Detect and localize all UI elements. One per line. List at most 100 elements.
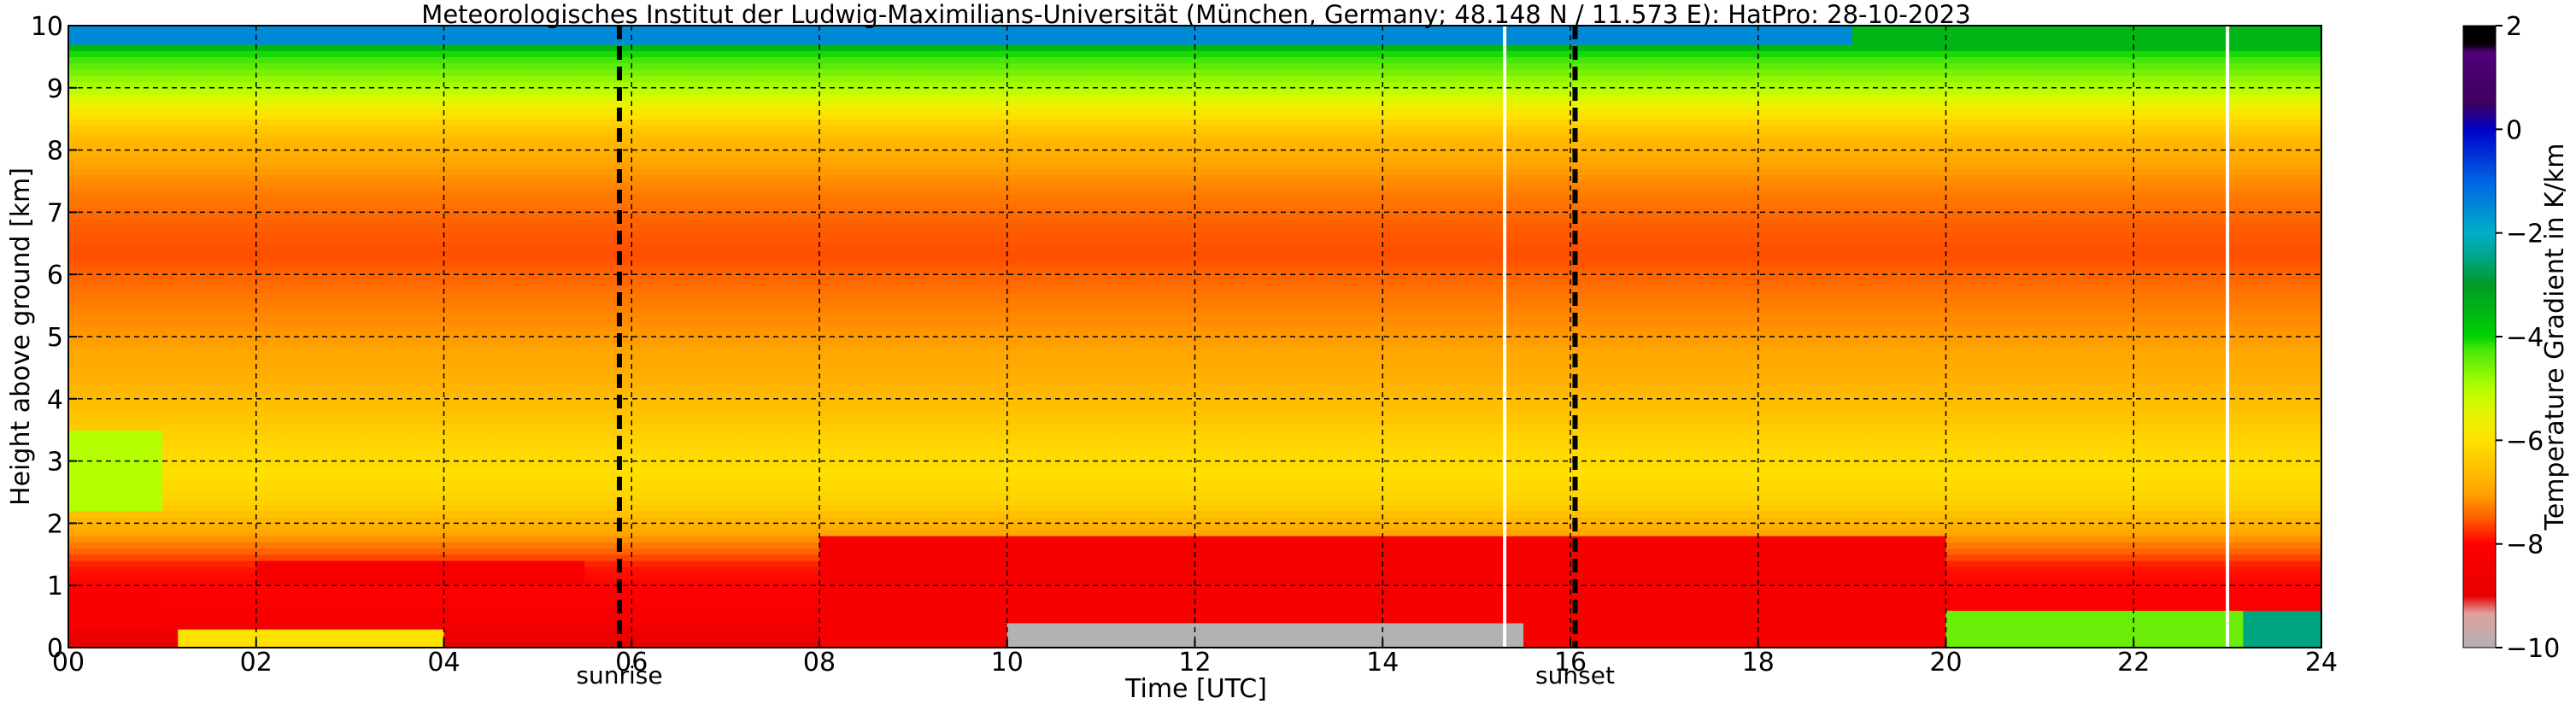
heatmap-cell xyxy=(803,286,820,294)
heatmap-cell xyxy=(412,299,429,307)
heatmap-cell xyxy=(287,50,304,57)
heatmap-cell xyxy=(428,119,445,126)
heatmap-cell xyxy=(84,94,101,101)
heatmap-cell xyxy=(584,138,601,144)
heatmap-cell xyxy=(319,405,335,412)
heatmap-cell xyxy=(584,373,601,381)
heatmap-cell xyxy=(709,423,726,431)
heatmap-cell xyxy=(99,106,116,114)
heatmap-cell xyxy=(381,461,398,468)
heatmap-cell xyxy=(569,286,585,294)
heatmap-cell xyxy=(428,405,445,412)
heatmap-cell xyxy=(678,442,695,449)
heatmap-cell xyxy=(334,293,351,300)
heatmap-cell xyxy=(788,100,805,108)
heatmap-cell xyxy=(725,635,742,642)
heatmap-cell xyxy=(725,572,742,580)
heatmap-cell xyxy=(835,62,852,70)
heatmap-cell xyxy=(553,566,570,574)
heatmap-cell xyxy=(756,174,773,182)
heatmap-cell xyxy=(178,578,195,586)
heatmap-cell xyxy=(349,442,367,449)
heatmap-cell xyxy=(459,498,476,506)
heatmap-cell xyxy=(662,466,679,474)
heatmap-cell xyxy=(68,337,85,343)
heatmap-cell xyxy=(193,286,210,294)
heatmap-cell xyxy=(99,616,116,624)
heatmap-cell xyxy=(68,585,85,593)
heatmap-cell xyxy=(84,274,101,282)
heatmap-cell xyxy=(412,629,429,637)
heatmap-cell xyxy=(365,224,382,232)
heatmap-cell xyxy=(178,361,195,368)
heatmap-cell xyxy=(428,193,445,201)
heatmap-cell xyxy=(208,106,226,114)
heatmap-cell xyxy=(584,479,601,487)
heatmap-cell xyxy=(569,249,585,256)
heatmap-cell xyxy=(459,168,476,176)
heatmap-cell xyxy=(678,479,695,487)
heatmap-cell xyxy=(443,218,461,226)
heatmap-cell xyxy=(99,641,116,648)
heatmap-cell xyxy=(615,293,632,300)
heatmap-cell xyxy=(788,267,805,275)
heatmap-cell xyxy=(114,373,132,381)
heatmap-cell xyxy=(287,249,304,256)
heatmap-cell xyxy=(208,379,226,387)
heatmap-cell xyxy=(647,231,664,238)
heatmap-cell xyxy=(161,616,179,624)
heatmap-cell xyxy=(788,597,805,605)
heatmap-cell xyxy=(178,566,195,574)
heatmap-cell xyxy=(319,199,335,207)
heatmap-cell xyxy=(553,280,570,288)
heatmap-cell xyxy=(600,112,617,120)
heatmap-cell xyxy=(537,542,555,549)
heatmap-cell xyxy=(396,548,414,555)
heatmap-cell xyxy=(319,479,335,487)
heatmap-cell xyxy=(647,261,664,269)
heatmap-cell xyxy=(396,94,414,101)
heatmap-cell xyxy=(349,616,367,624)
heatmap-cell xyxy=(287,548,304,555)
heatmap-cell xyxy=(756,162,773,170)
heatmap-cell xyxy=(756,280,773,288)
heatmap-cell xyxy=(208,62,226,70)
heatmap-cell xyxy=(475,155,492,163)
heatmap-cell xyxy=(208,44,226,51)
heatmap-cell xyxy=(146,485,163,493)
heatmap-cell xyxy=(569,461,585,468)
heatmap-cell xyxy=(522,81,538,89)
heatmap-cell xyxy=(662,578,679,586)
heatmap-cell xyxy=(131,231,148,238)
heatmap-cell xyxy=(146,578,163,586)
heatmap-cell xyxy=(349,81,367,89)
heatmap-cell xyxy=(131,442,148,449)
heatmap-cell xyxy=(349,311,367,319)
heatmap-cell xyxy=(537,355,555,362)
heatmap-cell xyxy=(161,150,179,157)
heatmap-cell xyxy=(803,542,820,549)
heatmap-cell xyxy=(459,343,476,350)
heatmap-cell xyxy=(459,330,476,337)
heatmap-cell xyxy=(490,62,508,70)
heatmap-cell xyxy=(553,68,570,76)
heatmap-cell xyxy=(302,299,320,307)
heatmap-cell xyxy=(334,237,351,244)
heatmap-cell xyxy=(84,492,101,499)
heatmap-cell xyxy=(287,535,304,543)
heatmap-cell xyxy=(240,411,257,419)
heatmap-cell xyxy=(506,349,523,356)
heatmap-cell xyxy=(396,243,414,250)
heatmap-cell xyxy=(443,466,461,474)
heatmap-cell xyxy=(475,597,492,605)
heatmap-cell xyxy=(349,542,367,549)
heatmap-cell xyxy=(709,75,726,83)
heatmap-cell xyxy=(537,449,555,455)
heatmap-cell xyxy=(428,442,445,449)
heatmap-cell xyxy=(99,542,116,549)
heatmap-cell xyxy=(725,548,742,555)
heatmap-cell xyxy=(647,100,664,108)
heatmap-cell xyxy=(272,68,288,76)
heatmap-cell xyxy=(319,591,335,599)
heatmap-cell xyxy=(146,560,163,567)
